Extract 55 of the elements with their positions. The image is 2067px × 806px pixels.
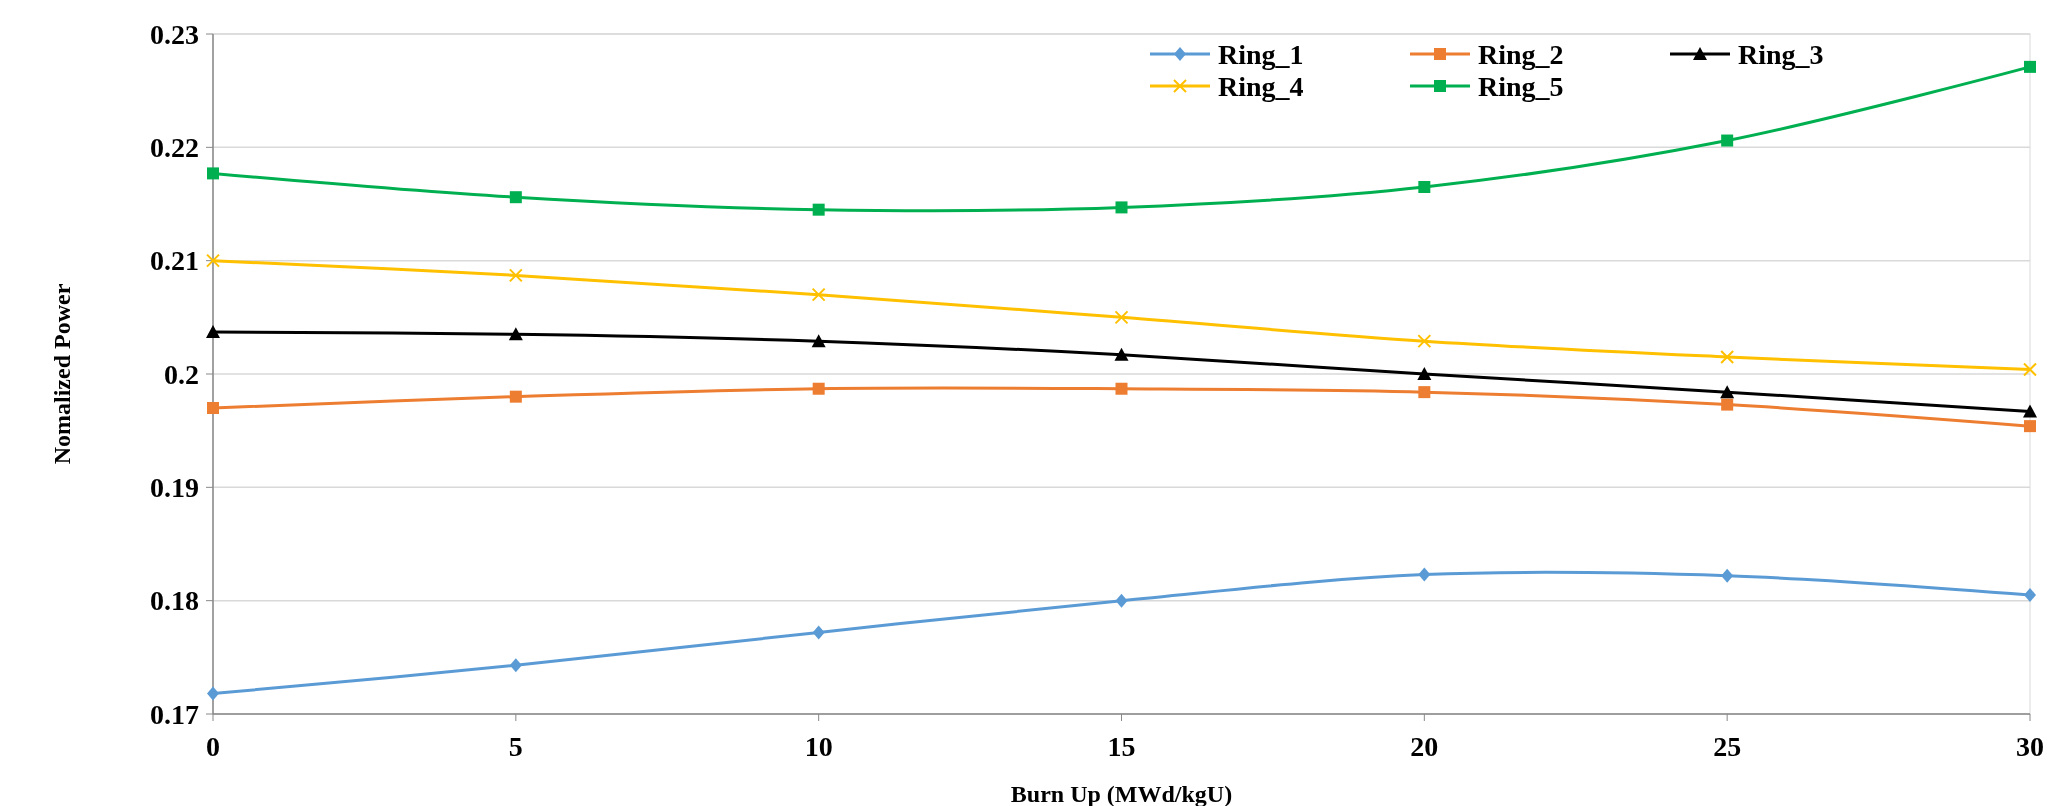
point (2023, 404, 2037, 418)
point (2024, 60, 2036, 73)
y-tick-label: 0.2 (164, 358, 199, 390)
y-axis-title: Nomalized Power (49, 283, 75, 465)
point (1114, 347, 1129, 361)
legend-label: Ring_2 (1478, 38, 1564, 70)
point (1720, 350, 1735, 364)
x-tick-label: 0 (206, 731, 220, 762)
point (1417, 334, 1432, 349)
x-tick-label: 15 (1107, 731, 1136, 762)
y-tick-label: 0.22 (150, 132, 199, 164)
legend-label: Ring_3 (1738, 38, 1824, 70)
point (207, 167, 219, 180)
point (1418, 181, 1431, 193)
point (1721, 568, 1734, 583)
point (812, 382, 825, 395)
legend-label: Ring_4 (1218, 70, 1304, 102)
point (812, 625, 825, 640)
point (508, 268, 523, 283)
y-tick-label: 0.19 (150, 472, 199, 504)
x-tick-label: 10 (804, 731, 833, 762)
point (1114, 310, 1129, 325)
point (207, 686, 219, 701)
point (1721, 398, 1734, 411)
x-tick-label: 5 (508, 731, 523, 762)
y-tick-label: 0.21 (150, 245, 199, 277)
point (1721, 134, 1734, 147)
point (2024, 588, 2036, 602)
point (1417, 367, 1432, 380)
point (509, 390, 522, 403)
point (509, 191, 522, 204)
x-tick-label: 30 (2016, 731, 2044, 762)
point (811, 334, 826, 348)
point (2023, 362, 2037, 377)
point (1720, 385, 1735, 399)
y-tick-label: 0.23 (150, 18, 199, 50)
x-tick-label: 25 (1713, 731, 1742, 762)
legend-label: Ring_5 (1478, 70, 1564, 102)
x-tick-label: 20 (1410, 731, 1439, 762)
point (508, 327, 523, 341)
y-tick-label: 0.17 (150, 698, 199, 730)
point (811, 287, 826, 302)
point (812, 203, 825, 216)
point (1418, 567, 1431, 582)
point (1115, 201, 1128, 214)
legend-label: Ring_1 (1218, 38, 1304, 70)
point (206, 325, 220, 339)
point (1115, 593, 1128, 608)
point (2024, 420, 2036, 433)
point (1115, 382, 1128, 395)
point (1418, 386, 1431, 399)
point (206, 253, 220, 268)
point (207, 402, 219, 414)
point (509, 658, 522, 673)
y-tick-label: 0.18 (150, 585, 199, 617)
